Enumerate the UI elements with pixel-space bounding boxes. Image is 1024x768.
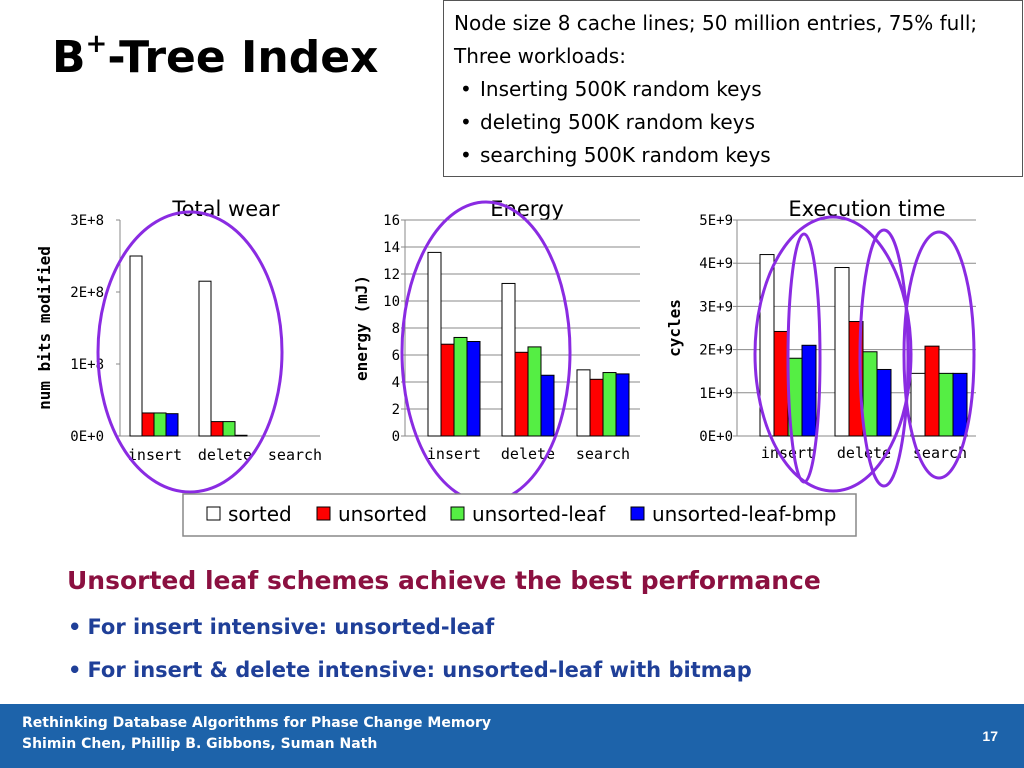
info-line-2: Three workloads: [454, 44, 626, 68]
bar [198, 280, 212, 437]
y-tick-label: 2E+9 [699, 343, 733, 359]
conclusion-bullet-1: • For insert intensive: unsorted-leaf [68, 615, 495, 639]
bullet-1-text: For insert intensive: unsorted-leaf [87, 615, 495, 639]
bar [165, 413, 179, 437]
x-category-label: search [913, 444, 967, 462]
y-tick-label: 4E+9 [699, 256, 733, 272]
y-tick-label: 4 [392, 375, 400, 391]
bar [210, 421, 224, 437]
x-category-label: insert [128, 446, 182, 464]
legend-swatch [630, 506, 645, 521]
bar [440, 343, 455, 437]
y-tick-label: 12 [383, 267, 400, 283]
y-tick-label: 2E+8 [70, 285, 104, 301]
y-tick-label: 3E+8 [70, 213, 104, 229]
bullet-2-text: For insert & delete intensive: unsorted-… [87, 658, 752, 682]
bar [952, 372, 968, 437]
charts-area: Total wear 0E+0 1E+8 2E+8 3E+8 num bits modif… [35, 197, 976, 537]
title-main: B [52, 32, 86, 83]
bar [773, 330, 789, 437]
slide-title: B+-Tree Index [52, 29, 379, 83]
y-axis-label: energy (mJ) [352, 275, 371, 381]
bar [540, 374, 555, 437]
x-category-label: insert [427, 445, 481, 463]
page-number: 17 [982, 728, 998, 744]
footer-bar: Rethinking Database Algorithms for Phase… [0, 704, 1024, 768]
conclusion-headline: Unsorted leaf schemes achieve the best p… [67, 566, 821, 595]
x-category-label: search [268, 446, 322, 464]
workload-list: Inserting 500K random keys deleting 500K… [454, 73, 1012, 172]
bar [129, 255, 143, 437]
bar [141, 412, 155, 437]
y-tick-label: 1E+9 [699, 386, 733, 402]
legend-box [182, 493, 857, 537]
info-line-1: Node size 8 cache lines; 50 million entr… [454, 11, 978, 35]
chart-title: Execution time [788, 197, 945, 221]
chart-title: Total wear [171, 197, 280, 221]
y-tick-label: 6 [392, 348, 400, 364]
y-tick-label: 0E+0 [699, 429, 733, 445]
annotation-circle [902, 230, 976, 480]
bar [589, 378, 604, 437]
legend-swatch [450, 506, 465, 521]
y-tick-label: 1E+8 [70, 357, 104, 373]
legend-swatch [316, 506, 331, 521]
bar [527, 346, 542, 437]
footer-authors: Shimin Chen, Phillip B. Gibbons, Suman N… [22, 736, 378, 752]
workload-item: searching 500K random keys [460, 139, 1012, 172]
bar [924, 345, 940, 437]
bar [862, 351, 878, 437]
y-axis-label: num bits modified [35, 246, 54, 410]
workload-info-box: Node size 8 cache lines; 50 million entr… [443, 0, 1023, 177]
bar [153, 412, 167, 437]
y-tick-label: 0 [392, 429, 400, 445]
legend-label: unsorted-leaf-bmp [652, 502, 836, 526]
bar [602, 372, 617, 437]
y-tick-label: 5E+9 [699, 213, 733, 229]
title-superscript: + [85, 29, 108, 60]
legend-label: sorted [228, 502, 292, 526]
chart-title: Energy [490, 197, 564, 221]
x-category-label: delete [837, 444, 891, 462]
workload-item: Inserting 500K random keys [460, 73, 1012, 106]
annotation-circle [786, 232, 822, 484]
conclusion-bullet-2: • For insert & delete intensive: unsorted… [68, 658, 752, 682]
bar [427, 251, 442, 437]
bar [801, 344, 817, 437]
bar [466, 341, 481, 437]
bar [501, 282, 516, 437]
y-tick-label: 2 [392, 402, 400, 418]
title-rest: -Tree Index [107, 32, 379, 83]
annotation-circle [753, 215, 913, 493]
y-tick-label: 14 [383, 240, 400, 256]
y-tick-label: 16 [383, 213, 400, 229]
annotation-circle [858, 228, 910, 488]
y-tick-label: 10 [383, 294, 400, 310]
legend-swatch [206, 506, 221, 521]
bar [834, 267, 850, 437]
bar [938, 372, 954, 437]
y-axis-label: cycles [665, 299, 684, 357]
bar [615, 373, 630, 437]
workload-item: deleting 500K random keys [460, 106, 1012, 139]
bar [222, 421, 236, 437]
annotation-circle [96, 210, 284, 494]
x-category-label: delete [198, 446, 252, 464]
y-tick-label: 8 [392, 321, 400, 337]
bar [576, 369, 591, 437]
x-category-label: insert [761, 444, 815, 462]
legend-label: unsorted [338, 502, 427, 526]
bar [453, 336, 468, 437]
bar [876, 368, 892, 437]
footer-paper-title: Rethinking Database Algorithms for Phase… [22, 715, 492, 731]
y-tick-label: 0E+0 [70, 429, 104, 445]
x-category-label: search [576, 445, 630, 463]
bar [514, 351, 529, 437]
bar [910, 372, 926, 437]
legend-label: unsorted-leaf [472, 502, 606, 526]
y-tick-label: 3E+9 [699, 299, 733, 315]
bar [234, 434, 248, 437]
x-category-label: delete [501, 445, 555, 463]
